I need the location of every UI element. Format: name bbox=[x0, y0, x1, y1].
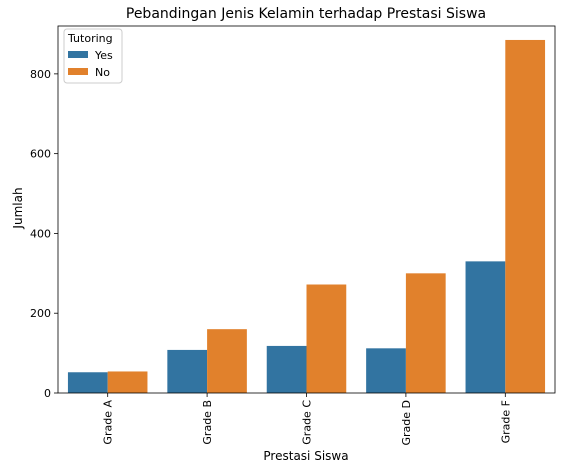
chart-title: Pebandingan Jenis Kelamin terhadap Prest… bbox=[126, 6, 486, 22]
legend-swatch-yes bbox=[68, 51, 88, 58]
legend-swatch-no bbox=[68, 68, 88, 75]
bar-yes-grade-a bbox=[67, 372, 108, 393]
y-tick-label: 200 bbox=[30, 307, 51, 320]
x-tick-label: Grade A bbox=[102, 400, 115, 445]
x-tick-label: Grade B bbox=[201, 400, 214, 445]
legend-title: Tutoring bbox=[67, 32, 113, 45]
bar-no-grade-c bbox=[306, 284, 347, 393]
axes-group: 0 200 400 600 800 Grade A Grade B Grade C Grade … bbox=[30, 25, 556, 446]
legend-label-yes: Yes bbox=[94, 49, 113, 62]
bar-no-grade-a bbox=[107, 371, 148, 393]
bar-yes-grade-b bbox=[167, 349, 208, 393]
y-tick-label: 800 bbox=[30, 68, 51, 81]
x-axis-label: Prestasi Siswa bbox=[263, 449, 348, 463]
x-tick-label: Grade F bbox=[499, 400, 512, 443]
bar-no-grade-d bbox=[405, 273, 446, 393]
legend-label-no: No bbox=[95, 66, 110, 79]
bar-yes-grade-f bbox=[465, 261, 506, 393]
y-axis-label: Jumlah bbox=[11, 187, 25, 229]
x-tick-label: Grade D bbox=[400, 400, 413, 446]
y-tick-label: 600 bbox=[30, 148, 51, 161]
legend: Tutoring Yes No bbox=[63, 28, 123, 84]
bar-yes-grade-c bbox=[266, 345, 307, 393]
bar-yes-grade-d bbox=[366, 348, 406, 393]
bars-group bbox=[67, 39, 546, 394]
y-tick-label: 400 bbox=[30, 227, 51, 240]
y-tick-label: 0 bbox=[44, 387, 51, 400]
bar-no-grade-f bbox=[505, 39, 546, 394]
bar-no-grade-b bbox=[207, 329, 247, 393]
x-tick-label: Grade C bbox=[301, 400, 314, 445]
